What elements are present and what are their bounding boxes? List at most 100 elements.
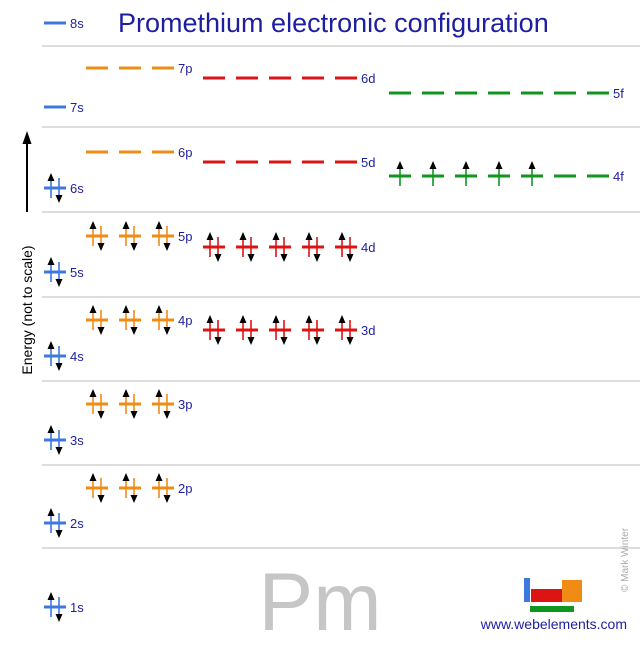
subshell-8s: 8s: [44, 16, 84, 31]
spin-up-arrowhead: [122, 389, 130, 397]
subshell-label: 6s: [70, 181, 84, 196]
spin-down-arrowhead: [130, 495, 138, 503]
spin-up-arrowhead: [155, 305, 163, 313]
spin-down-arrowhead: [163, 327, 171, 335]
subshell-7p: 7p: [86, 61, 192, 76]
spin-down-arrowhead: [346, 254, 354, 262]
subshell-label: 3p: [178, 397, 192, 412]
spin-up-arrowhead: [462, 161, 470, 169]
spin-up-arrowhead: [89, 305, 97, 313]
subshell-label: 5d: [361, 155, 375, 170]
spin-down-arrowhead: [55, 447, 63, 455]
subshell-label: 4s: [70, 349, 84, 364]
spin-down-arrowhead: [163, 495, 171, 503]
subshell-4s: 4s: [44, 341, 84, 371]
spin-up-arrowhead: [155, 389, 163, 397]
subshell-5d: 5d: [203, 155, 375, 170]
spin-down-arrowhead: [130, 411, 138, 419]
spin-down-arrowhead: [163, 411, 171, 419]
spin-up-arrowhead: [338, 232, 346, 240]
spin-down-arrowhead: [313, 337, 321, 345]
subshell-7s: 7s: [44, 100, 84, 115]
diagram-title: Promethium electronic configuration: [118, 8, 549, 38]
spin-up-arrowhead: [47, 425, 55, 433]
spin-up-arrowhead: [122, 221, 130, 229]
spin-down-arrowhead: [97, 243, 105, 251]
subshell-label: 4p: [178, 313, 192, 328]
subshell-4f: 4f: [389, 161, 624, 186]
subshell-2p: 2p: [86, 473, 192, 503]
spin-down-arrowhead: [214, 337, 222, 345]
spin-down-arrowhead: [163, 243, 171, 251]
energy-axis: Energy (not to scale): [19, 131, 35, 375]
spin-down-arrowhead: [247, 337, 255, 345]
spin-up-arrowhead: [89, 221, 97, 229]
subshell-6d: 6d: [203, 71, 375, 86]
spin-up-arrowhead: [47, 592, 55, 600]
subshell-2s: 2s: [44, 508, 84, 538]
spin-up-arrowhead: [155, 473, 163, 481]
spin-down-arrowhead: [346, 337, 354, 345]
subshell-label: 7s: [70, 100, 84, 115]
spin-up-arrowhead: [47, 508, 55, 516]
subshell-label: 1s: [70, 600, 84, 615]
subshell-label: 3s: [70, 433, 84, 448]
spin-up-arrowhead: [47, 257, 55, 265]
subshell-label: 2s: [70, 516, 84, 531]
spin-down-arrowhead: [130, 327, 138, 335]
subshell-1s: 1s: [44, 592, 84, 622]
spin-up-arrowhead: [122, 473, 130, 481]
spin-up-arrowhead: [155, 221, 163, 229]
big-element-symbol: Pm: [259, 557, 382, 640]
spin-down-arrowhead: [247, 254, 255, 262]
spin-down-arrowhead: [55, 614, 63, 622]
subshell-5s: 5s: [44, 257, 84, 287]
spin-up-arrowhead: [495, 161, 503, 169]
spin-up-arrowhead: [272, 315, 280, 323]
spin-up-arrowhead: [206, 315, 214, 323]
spin-down-arrowhead: [280, 254, 288, 262]
spin-up-arrowhead: [122, 305, 130, 313]
energy-axis-arrowhead: [22, 131, 32, 144]
spin-up-arrowhead: [89, 473, 97, 481]
spin-down-arrowhead: [55, 279, 63, 287]
subshell-4d: 4d: [203, 232, 375, 262]
energy-axis-label: Energy (not to scale): [19, 245, 35, 374]
subshell-6p: 6p: [86, 145, 192, 160]
spin-up-arrowhead: [305, 315, 313, 323]
spin-up-arrowhead: [396, 161, 404, 169]
subshell-label: 6d: [361, 71, 375, 86]
energy-levels: 1s 2s 2p 3s 3p 4s 3d 4p 5s 4d 5p 6s 4f 5d 6p 7s 5f 6d 7p 8s: [42, 16, 640, 622]
subshell-label: 7p: [178, 61, 192, 76]
spin-up-arrowhead: [272, 232, 280, 240]
spin-up-arrowhead: [338, 315, 346, 323]
subshell-6s: 6s: [44, 173, 84, 203]
subshell-label: 3d: [361, 323, 375, 338]
subshell-label: 4d: [361, 240, 375, 255]
copyright-text: © Mark Winter: [620, 527, 631, 592]
subshell-5f: 5f: [389, 86, 624, 101]
subshell-label: 6p: [178, 145, 192, 160]
subshell-3s: 3s: [44, 425, 84, 455]
spin-up-arrowhead: [305, 232, 313, 240]
spin-up-arrowhead: [89, 389, 97, 397]
spin-down-arrowhead: [97, 327, 105, 335]
spin-up-arrowhead: [47, 173, 55, 181]
subshell-label: 4f: [613, 169, 624, 184]
spin-down-arrowhead: [97, 411, 105, 419]
subshell-label: 8s: [70, 16, 84, 31]
subshell-3p: 3p: [86, 389, 192, 419]
periodic-table-logo: [524, 578, 582, 612]
spin-up-arrowhead: [239, 232, 247, 240]
spin-down-arrowhead: [97, 495, 105, 503]
subshell-label: 2p: [178, 481, 192, 496]
logo-d-block: [531, 589, 562, 602]
website-link[interactable]: www.webelements.com: [480, 616, 627, 632]
subshell-5p: 5p: [86, 221, 192, 251]
subshell-4p: 4p: [86, 305, 192, 335]
spin-down-arrowhead: [55, 195, 63, 203]
subshell-label: 5p: [178, 229, 192, 244]
spin-down-arrowhead: [214, 254, 222, 262]
